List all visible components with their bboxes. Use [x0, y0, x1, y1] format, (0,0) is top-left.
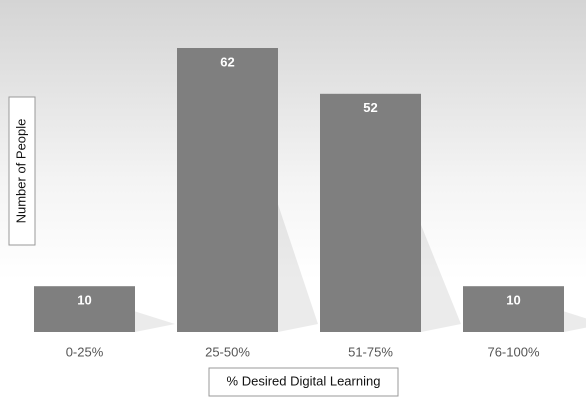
x-tick-label: 76-100%	[487, 344, 539, 359]
bar	[320, 93, 421, 332]
x-axis-title: % Desired Digital Learning	[227, 373, 381, 388]
bar	[177, 48, 278, 332]
bar-shadow	[564, 311, 586, 332]
x-tick-label: 0-25%	[66, 344, 104, 359]
y-axis-title: Number of People	[13, 119, 28, 224]
data-label: 10	[77, 293, 91, 308]
y-title-box	[8, 96, 36, 246]
x-tick-label: 51-75%	[348, 344, 393, 359]
data-label: 52	[363, 100, 377, 115]
data-label: 62	[220, 54, 234, 69]
bar-shadow	[278, 204, 318, 332]
bar-shadow	[421, 224, 461, 332]
x-title-box	[208, 367, 399, 397]
bar	[463, 286, 564, 332]
x-tick-label: 25-50%	[205, 344, 250, 359]
bar	[34, 286, 135, 332]
bar-shadow	[135, 311, 175, 332]
data-label: 10	[506, 293, 520, 308]
